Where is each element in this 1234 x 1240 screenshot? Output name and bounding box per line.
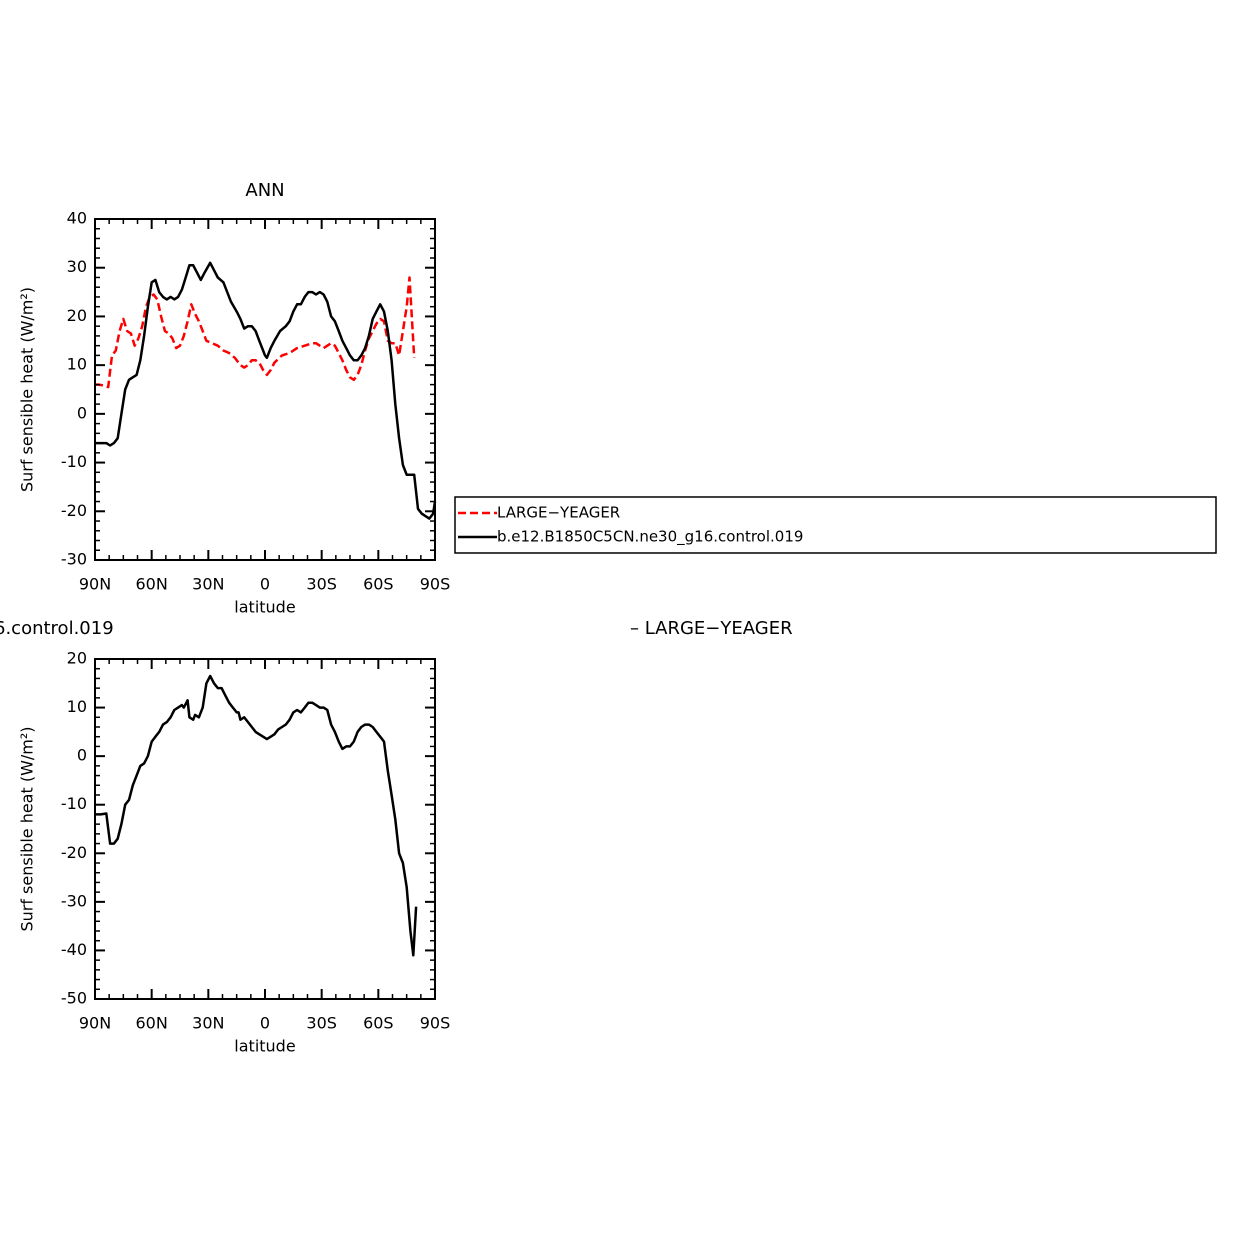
y-tick-label: 10 bbox=[67, 697, 87, 716]
y-tick-label: 0 bbox=[77, 746, 87, 765]
y-tick-label: -30 bbox=[61, 891, 87, 910]
x-tick-label: 30S bbox=[306, 1014, 337, 1033]
x-tick-label: 60N bbox=[136, 575, 168, 594]
y-axis-label: Surf sensible heat (W/m²) bbox=[18, 287, 37, 492]
x-tick-label: 60N bbox=[136, 1014, 168, 1033]
x-tick-label: 90N bbox=[79, 575, 111, 594]
x-tick-label: 60S bbox=[363, 1014, 394, 1033]
y-tick-label: -40 bbox=[61, 940, 87, 959]
y-tick-label: 20 bbox=[67, 649, 87, 668]
y-tick-label: -20 bbox=[61, 501, 87, 520]
x-tick-label: 30N bbox=[192, 1014, 224, 1033]
chart-title: ANN bbox=[245, 180, 284, 201]
legend-label: b.e12.B1850C5CN.ne30_g16.control.019 bbox=[497, 528, 803, 547]
y-tick-label: 20 bbox=[67, 306, 87, 325]
series-line bbox=[95, 674, 418, 957]
y-tick-label: 30 bbox=[67, 257, 87, 276]
y-tick-label: 0 bbox=[77, 403, 87, 422]
y-tick-label: -10 bbox=[61, 794, 87, 813]
chart-title-right: – LARGE−YEAGER bbox=[630, 618, 793, 639]
y-tick-label: -30 bbox=[61, 550, 87, 569]
x-tick-label: 30N bbox=[192, 575, 224, 594]
x-tick-label: 90S bbox=[420, 575, 451, 594]
legend-label: LARGE−YEAGER bbox=[497, 504, 620, 522]
x-axis-label: latitude bbox=[234, 1037, 295, 1056]
x-tick-label: 30S bbox=[306, 575, 337, 594]
x-tick-label: 0 bbox=[260, 575, 270, 594]
x-tick-label: 0 bbox=[260, 1014, 270, 1033]
y-tick-label: -10 bbox=[61, 452, 87, 471]
y-tick-label: 40 bbox=[67, 209, 87, 228]
x-axis-label: latitude bbox=[234, 598, 295, 617]
legend-box bbox=[454, 496, 1217, 554]
x-tick-label: 90N bbox=[79, 1014, 111, 1033]
y-tick-label: -20 bbox=[61, 843, 87, 862]
y-axis-label: Surf sensible heat (W/m²) bbox=[18, 726, 37, 931]
chart-title-left: 6.control.019 bbox=[0, 618, 114, 639]
x-tick-label: 90S bbox=[420, 1014, 451, 1033]
y-tick-label: -50 bbox=[61, 989, 87, 1008]
x-tick-label: 60S bbox=[363, 575, 394, 594]
y-tick-label: 10 bbox=[67, 355, 87, 374]
series-line bbox=[95, 261, 437, 520]
